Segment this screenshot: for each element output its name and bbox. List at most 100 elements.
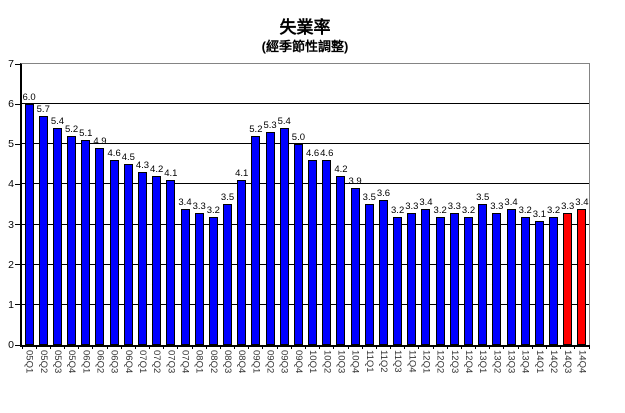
x-axis-category-label: 08Q2 (207, 350, 219, 374)
x-axis-category-label: 08Q4 (236, 350, 248, 374)
x-axis-category-label: 14Q3 (562, 350, 574, 374)
gridline-y4 (22, 183, 589, 185)
x-axis-category-label: 12Q1 (420, 350, 432, 374)
bar-value-label: 5.0 (291, 132, 306, 143)
bar-07Q1 (137, 172, 147, 345)
bar-value-label: 4.2 (150, 164, 164, 175)
x-axis-tick (205, 345, 207, 349)
x-axis-tick (64, 345, 66, 349)
x-axis-category-label: 06Q1 (80, 350, 92, 374)
y-axis-tick-label: 6 (8, 98, 14, 111)
bar-value-label: 3.6 (376, 188, 391, 199)
x-axis-category-label: 12Q2 (434, 350, 446, 374)
bar-value-label: 4.6 (305, 148, 320, 159)
bar-value-label: 5.2 (65, 124, 79, 135)
bar-value-label: 3.3 (490, 201, 504, 212)
x-axis-tick (134, 345, 136, 349)
bar-12Q3 (449, 213, 459, 345)
x-axis-tick (276, 345, 278, 349)
bar-07Q4 (180, 209, 190, 345)
x-axis-tick (432, 345, 434, 349)
x-axis-tick (219, 345, 221, 349)
x-axis-category-label: 11Q3 (392, 350, 404, 373)
bar-09Q1 (251, 136, 261, 345)
bar-value-label: 4.1 (235, 168, 249, 179)
y-axis-tick (15, 224, 20, 226)
bar-value-label: 4.1 (164, 168, 178, 179)
y-axis-tick (15, 304, 20, 306)
bar-06Q4 (123, 164, 133, 345)
bar-11Q2 (378, 200, 388, 345)
x-axis-tick (460, 345, 462, 349)
bar-value-label: 3.2 (206, 205, 220, 216)
bar-14Q2 (549, 217, 559, 345)
bar-value-label: 4.6 (107, 148, 121, 159)
bar-12Q4 (464, 217, 473, 345)
bar-value-label: 5.4 (50, 116, 65, 127)
x-axis-tick (234, 345, 236, 349)
bar-value-label: 3.2 (546, 205, 561, 216)
y-axis-tick-label: 5 (8, 138, 14, 151)
chart-title: 失業率 (279, 18, 331, 37)
x-axis-tick (21, 345, 23, 349)
y-axis-tick (15, 103, 20, 105)
x-axis-category-label: 05Q3 (51, 350, 63, 374)
x-axis-tick (333, 345, 335, 349)
x-axis-tick (92, 345, 94, 349)
bar-value-label: 3.3 (405, 201, 419, 212)
x-axis-category-label: 05Q1 (23, 350, 35, 374)
x-axis-tick (191, 345, 193, 349)
x-axis-tick (489, 345, 491, 349)
y-axis-tick-label: 1 (8, 298, 14, 311)
x-axis-category-label: 07Q4 (179, 350, 191, 374)
bar-value-label: 4.2 (334, 164, 348, 175)
x-axis-tick (531, 345, 533, 349)
bar-value-label: 3.2 (461, 205, 476, 216)
x-axis-tick (149, 345, 151, 349)
x-axis-category-label: 06Q3 (108, 350, 120, 374)
bar-14Q3 (563, 213, 573, 345)
y-axis-tick (15, 264, 20, 266)
gridline-y3 (22, 223, 589, 225)
x-axis-category-label: 12Q3 (448, 350, 460, 374)
bar-12Q2 (435, 217, 445, 345)
bar-10Q4 (350, 188, 360, 345)
bar-value-label: 4.5 (121, 152, 135, 163)
x-axis-tick (290, 345, 292, 349)
x-axis-category-label: 10Q1 (307, 350, 319, 374)
x-axis-tick (262, 345, 264, 349)
bar-13Q4 (520, 217, 530, 345)
x-axis-category-label: 13Q1 (477, 350, 489, 374)
bar-value-label: 3.3 (192, 201, 206, 212)
y-axis-tick-label: 4 (8, 178, 14, 191)
y-axis-tick-label: 3 (8, 218, 14, 231)
y-axis-tick-label: 7 (8, 58, 14, 70)
x-axis-category-label: 14Q4 (576, 350, 588, 374)
x-axis-tick (120, 345, 122, 349)
x-axis-tick (390, 345, 392, 349)
x-axis-category-label: 07Q2 (151, 350, 163, 374)
gridline-y1 (22, 303, 589, 305)
bar-value-label: 5.4 (277, 116, 291, 127)
x-axis-category-label: 05Q2 (37, 350, 49, 374)
x-axis-category-label: 09Q4 (292, 350, 304, 374)
bar-05Q3 (52, 128, 62, 345)
bar-11Q3 (393, 217, 403, 345)
bar-05Q4 (67, 136, 77, 345)
x-axis-tick (560, 345, 562, 349)
x-axis-category-label: 05Q4 (66, 350, 78, 374)
x-axis-category-label: 09Q1 (250, 350, 262, 374)
bar-10Q3 (336, 176, 346, 345)
x-axis-category-label: 13Q2 (491, 350, 503, 374)
bar-05Q2 (38, 116, 48, 345)
bar-06Q3 (109, 160, 119, 345)
x-axis-category-label: 12Q4 (463, 350, 474, 374)
x-axis-category-label: 10Q4 (349, 350, 361, 374)
bar-06Q2 (95, 148, 105, 345)
x-axis-category-label: 11Q4 (406, 350, 418, 373)
x-axis-category-label: 08Q1 (193, 350, 205, 374)
x-axis-tick (248, 345, 250, 349)
bar-07Q2 (152, 176, 162, 345)
bar-10Q2 (322, 160, 332, 345)
bar-08Q4 (237, 180, 247, 345)
